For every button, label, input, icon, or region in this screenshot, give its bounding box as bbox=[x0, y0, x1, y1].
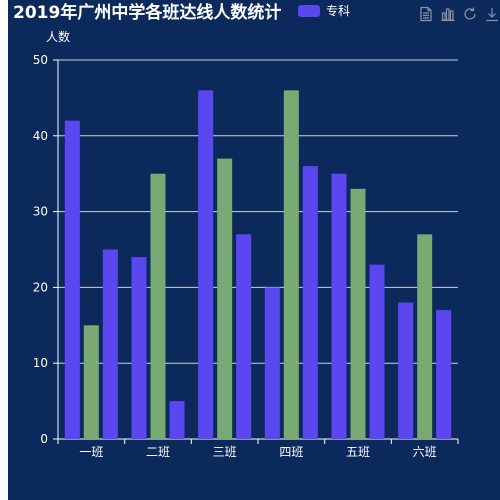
bar-chart-icon[interactable] bbox=[440, 6, 456, 22]
y-tick-label: 30 bbox=[33, 205, 48, 219]
left-edge bbox=[0, 0, 8, 500]
x-tick-label: 三班 bbox=[213, 445, 237, 459]
y-tick-label: 20 bbox=[33, 280, 48, 294]
y-tick-label: 10 bbox=[33, 356, 48, 370]
chart-title: 2019年广州中学各班达线人数统计 bbox=[13, 3, 282, 23]
bar bbox=[331, 173, 347, 439]
y-tick-label: 50 bbox=[33, 53, 48, 67]
legend-swatch bbox=[298, 5, 320, 17]
legend[interactable]: 专科 bbox=[298, 4, 350, 18]
bar bbox=[217, 158, 233, 440]
legend-label: 专科 bbox=[326, 4, 351, 18]
download-icon[interactable] bbox=[484, 6, 500, 22]
y-axis-label: 人数 bbox=[46, 30, 71, 44]
x-tick-label: 五班 bbox=[346, 445, 370, 459]
bar bbox=[302, 166, 318, 439]
bar bbox=[369, 264, 385, 439]
toolbox bbox=[418, 6, 500, 22]
refresh-icon[interactable] bbox=[462, 6, 478, 22]
bar bbox=[150, 173, 166, 439]
bar bbox=[236, 234, 252, 439]
bar bbox=[198, 90, 214, 439]
bar bbox=[102, 249, 118, 439]
data-view-icon[interactable] bbox=[418, 6, 434, 22]
x-tick-label: 六班 bbox=[413, 445, 437, 459]
bar bbox=[436, 310, 452, 439]
x-tick-label: 一班 bbox=[79, 445, 103, 459]
bar bbox=[169, 401, 185, 439]
bar bbox=[264, 287, 280, 439]
bar bbox=[350, 188, 366, 439]
bar bbox=[398, 302, 414, 439]
bar bbox=[417, 234, 433, 439]
bar bbox=[131, 257, 147, 439]
x-tick-label: 二班 bbox=[146, 445, 170, 459]
bar bbox=[83, 325, 99, 439]
x-tick-label: 四班 bbox=[279, 445, 303, 459]
y-tick-label: 40 bbox=[33, 129, 48, 143]
bar bbox=[64, 120, 80, 439]
y-tick-label: 0 bbox=[40, 432, 48, 446]
bar bbox=[283, 90, 299, 439]
